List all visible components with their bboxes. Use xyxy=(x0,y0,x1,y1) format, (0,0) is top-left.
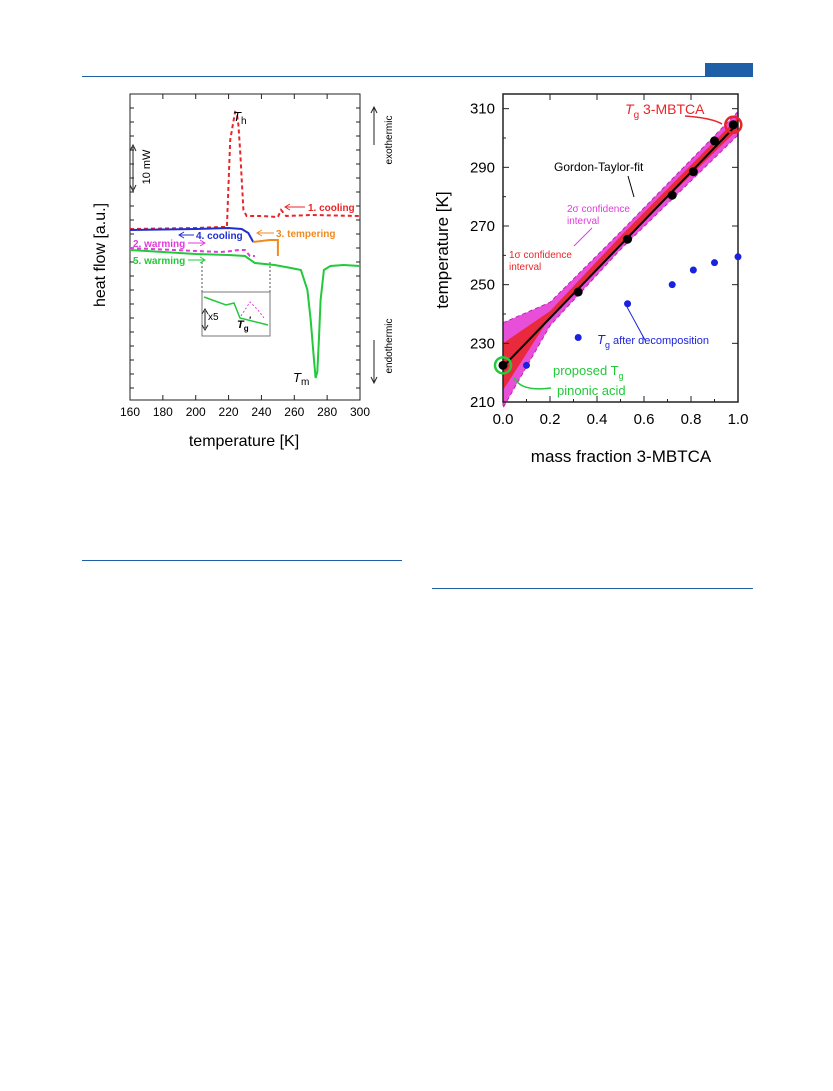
dsc-curve-1 xyxy=(129,110,361,230)
decomposition-point xyxy=(668,281,676,289)
legend-arrow-2 xyxy=(188,239,206,247)
gt-y-axis-label: temperature [K] xyxy=(433,191,452,308)
confidence-band-1sigma xyxy=(503,117,738,391)
left-column-rule xyxy=(82,560,402,561)
gt-x-tick-label: 1.0 xyxy=(728,411,749,428)
gt-axis-labels: mass fraction 3-MBTCA temperature [K] xyxy=(433,191,712,466)
legend-1-cooling: 1. cooling xyxy=(308,203,355,214)
gt-data-point xyxy=(710,136,719,146)
gt-annotations: Tg 3-MBTCA Gordon-Taylor-fit 2σ confiden… xyxy=(509,101,709,398)
gt-data-point xyxy=(667,190,677,200)
decomposition-point xyxy=(711,259,718,267)
header-tab xyxy=(705,63,753,77)
inset-tg-label: Tg' xyxy=(237,315,252,333)
dsc-x-tick-label: 220 xyxy=(219,405,239,419)
tg-3mbtca-leader xyxy=(684,115,723,125)
legend-3-tempering: 3. tempering xyxy=(276,229,335,240)
proposed-tg-leader xyxy=(513,377,552,390)
gt-y-tick-label: 250 xyxy=(470,277,495,294)
gt-data-point xyxy=(623,234,633,244)
gt-y-tick-label: 270 xyxy=(470,218,495,235)
endothermic-label: endothermic xyxy=(384,318,395,373)
dsc-annotations: Th Tm 1. cooling 4. cooling 3. tempering… xyxy=(133,109,355,388)
gt-data-point xyxy=(498,360,508,370)
dsc-plot-frame xyxy=(129,93,361,401)
legend-arrow-5 xyxy=(188,256,206,264)
dsc-x-tick-label: 280 xyxy=(317,405,337,419)
tg-3mbtca-label: Tg 3-MBTCA xyxy=(625,101,705,121)
decomposition-point xyxy=(523,361,530,369)
gt-x-tick-label: 0.2 xyxy=(540,411,561,428)
dsc-curve-5 xyxy=(129,249,361,379)
gt-x-tick-label: 0.4 xyxy=(587,411,608,428)
gt-x-tick-label: 0.0 xyxy=(493,411,514,428)
dsc-x-tick-label: 260 xyxy=(284,405,304,419)
tg-decomposition-label: Tg after decomposition xyxy=(597,332,709,350)
tg-decomposition-leader xyxy=(626,306,646,341)
legend-2-warming: 2. warming xyxy=(133,239,185,250)
legend-4-cooling: 4. cooling xyxy=(196,231,243,242)
dsc-curve-4 xyxy=(129,247,255,257)
gt-y-tick-label: 230 xyxy=(470,335,495,352)
gt-data-point xyxy=(728,120,738,130)
exothermic-arrow xyxy=(370,105,378,145)
gt-x-tick-label: 0.6 xyxy=(634,411,655,428)
confidence-2sigma-leader xyxy=(573,227,593,247)
dsc-x-tick-label: 160 xyxy=(120,405,140,419)
gt-y-tick-label: 310 xyxy=(470,101,495,118)
dsc-x-axis-label: temperature [K] xyxy=(189,433,299,450)
right-column-rule xyxy=(432,588,753,589)
proposed-tg-label: proposed Tg xyxy=(553,363,624,381)
dsc-curve-2 xyxy=(129,226,255,243)
dsc-y-axis-label: heat flow [a.u.] xyxy=(92,203,109,307)
confidence-2sigma-label: 2σ confidence interval xyxy=(567,204,630,227)
tm-annotation: Tm xyxy=(293,370,309,388)
dsc-x-tick-label: 180 xyxy=(153,405,173,419)
legend-5-warming: 5. warming xyxy=(133,256,185,267)
th-annotation: Th xyxy=(233,109,247,127)
decomposition-point xyxy=(734,253,742,261)
scale-bar-label: 10 mW xyxy=(141,149,153,184)
decomposition-point xyxy=(689,266,697,274)
decomposition-point xyxy=(624,300,632,308)
gt-data-point xyxy=(573,287,583,297)
gordon-taylor-leader xyxy=(627,175,635,198)
decomposition-point xyxy=(574,333,582,341)
dsc-x-tick-label: 200 xyxy=(186,405,206,419)
legend-arrow-1 xyxy=(284,203,305,211)
tg-3mbtca-circle xyxy=(724,115,743,135)
dsc-x-tick-label: 300 xyxy=(350,405,370,419)
endothermic-arrow xyxy=(370,340,378,385)
legend-arrow-4 xyxy=(178,231,194,239)
gt-y-tick-label: 210 xyxy=(470,394,495,411)
gordon-taylor-fit-line xyxy=(502,122,739,368)
dsc-axis-labels: temperature [K] heat flow [a.u.] 10 mW e… xyxy=(92,116,395,450)
inset-warming-curve xyxy=(203,296,269,326)
dsc-x-tick-label: 240 xyxy=(251,405,271,419)
gordon-taylor-label: Gordon-Taylor-fit xyxy=(554,160,644,174)
exothermic-label: exothermic xyxy=(384,116,395,165)
gt-x-axis-label: mass fraction 3-MBTCA xyxy=(531,447,712,466)
confidence-1sigma-label: 1σ confidence interval xyxy=(509,250,572,273)
scale-bar-arrows xyxy=(129,143,137,193)
pinonic-acid-label: pinonic acid xyxy=(557,383,626,398)
inset-pink-curve xyxy=(240,301,265,319)
header-rule xyxy=(82,76,753,77)
inset-scale-arrow xyxy=(201,308,209,331)
gt-y-tick-label: 290 xyxy=(470,159,495,176)
gt-x-tick-label: 0.8 xyxy=(681,411,702,428)
proposed-tg-circle xyxy=(493,356,513,375)
dsc-curve-3 xyxy=(253,239,279,256)
gt-data-point xyxy=(688,167,698,177)
inset-scale-label: x5 xyxy=(208,312,219,323)
legend-arrow-3 xyxy=(256,229,274,237)
